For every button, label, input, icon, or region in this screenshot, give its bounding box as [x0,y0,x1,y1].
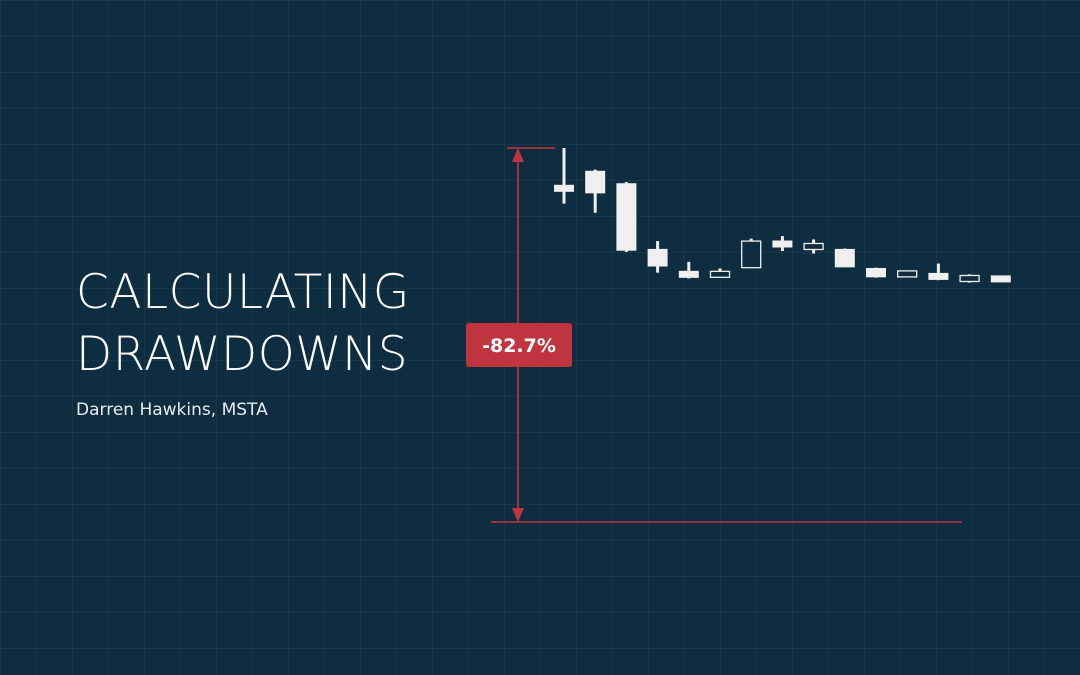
drawdown-badge [466,323,572,367]
drawdown-arrow-head-up [512,148,524,162]
candle-body-bearish [616,183,637,251]
candle-body-bearish [772,240,793,248]
candle-body-bearish [678,270,699,278]
title-block: CALCULATING DRAWDOWNS Darren Hawkins, MS… [76,262,456,420]
title-line-2: DRAWDOWNS [76,327,409,382]
candle-body-bearish [647,248,668,267]
drawdown-arrow-head-down [512,508,524,522]
candle-body-bearish [990,275,1011,283]
drawdown-badge-label: -82.7% [482,335,556,357]
title-line-1: CALCULATING [76,265,410,320]
candle-body-bearish [866,268,886,278]
candle-body-bearish [834,248,855,268]
candle-body-bullish [709,270,731,278]
candle-body-bearish [585,170,606,194]
candle-body-bearish [928,272,949,280]
author-name: Darren Hawkins, MSTA [76,400,268,420]
candle-body-bullish [741,240,762,269]
candle-body-bullish [959,274,980,283]
candle-body-bullish [897,270,918,278]
candle-body-bullish [803,242,824,251]
candle-body-bearish [554,184,574,192]
